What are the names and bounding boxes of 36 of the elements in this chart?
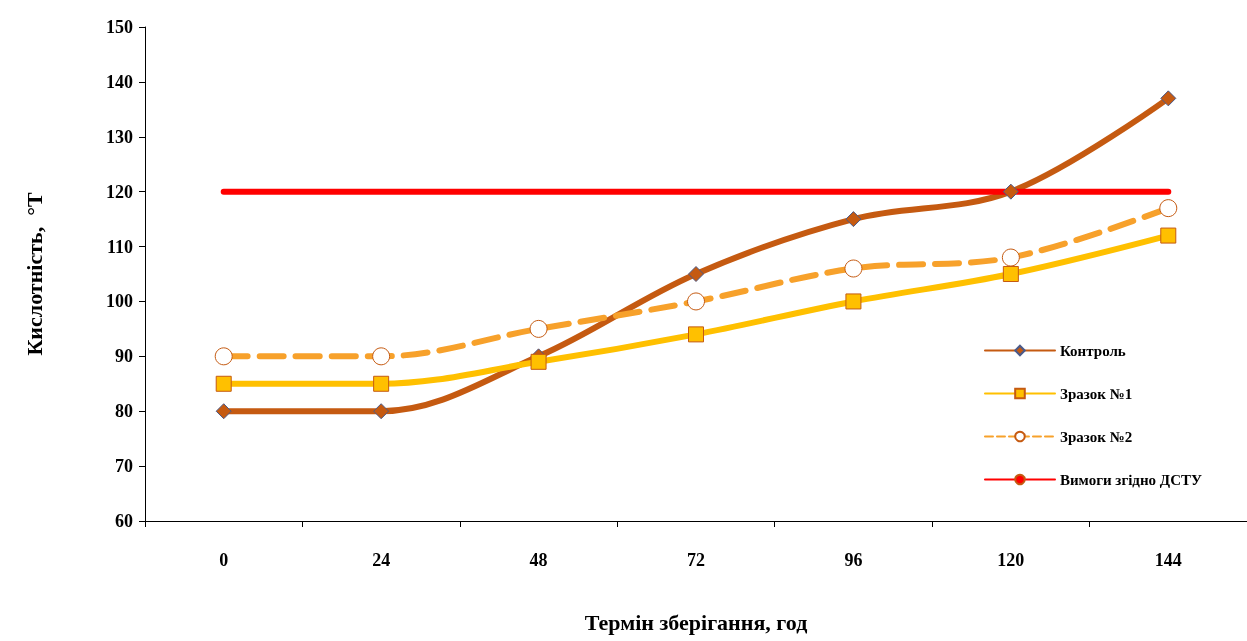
- legend-label: Зразок №1: [1059, 385, 1133, 402]
- point: [215, 403, 232, 420]
- y-tick-label: 140: [106, 71, 133, 92]
- legend-label: Контроль: [1059, 342, 1126, 359]
- y-tick-label: 90: [115, 346, 133, 367]
- x-tick-label: 120: [997, 550, 1025, 570]
- y-tick-label: 110: [106, 236, 133, 257]
- x-tick-label: 48: [529, 550, 548, 570]
- legend-label: Зразок №2: [1059, 428, 1133, 445]
- y-tick-label: 150: [106, 17, 133, 37]
- y-tick-label: 70: [115, 456, 133, 477]
- point: [1002, 183, 1019, 200]
- point: [688, 326, 704, 343]
- x-tick-label: 0: [219, 550, 229, 570]
- y-axis-title: Кислотність, °Т: [21, 192, 47, 356]
- point: [845, 211, 862, 228]
- y-tick-label: 130: [106, 126, 133, 147]
- point: [688, 266, 704, 282]
- x-tick-label: 96: [844, 550, 863, 570]
- point: [1002, 266, 1019, 282]
- point: [373, 403, 390, 420]
- x-tick-label: 72: [687, 550, 705, 570]
- legend-label: Вимоги згідно ДСТУ: [1059, 471, 1203, 488]
- x-axis-title: Термін зберігання, год: [584, 609, 808, 635]
- y-tick-label: 100: [106, 291, 133, 312]
- x-tick-label: 24: [372, 550, 391, 570]
- x-tick-label: 144: [1154, 550, 1182, 570]
- y-tick-label: 80: [115, 401, 133, 422]
- point: [530, 353, 547, 370]
- y-tick-label: 60: [115, 511, 133, 531]
- point: [845, 293, 862, 310]
- point: [1160, 90, 1177, 107]
- y-tick-label: 120: [106, 181, 133, 202]
- point: [215, 375, 232, 392]
- point: [1160, 227, 1177, 244]
- point: [373, 375, 390, 392]
